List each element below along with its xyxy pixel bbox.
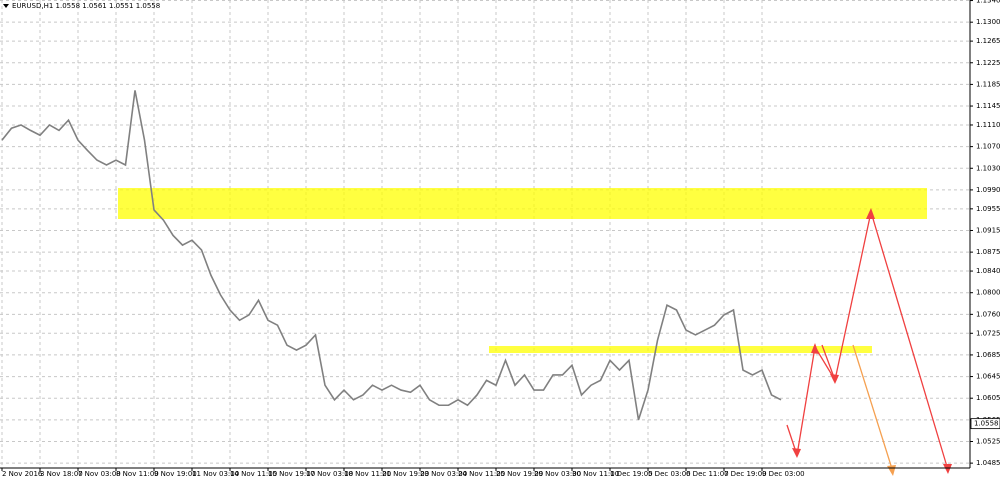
forecast-path-alt [852,344,894,473]
x-tick-label: 29 Nov 03:00 [534,470,581,478]
x-tick-label: 2 Nov 2016 [2,470,43,478]
y-tick-label: 1.1145 [976,102,1000,110]
x-tick-label: 6 Dec 11:00 [686,470,729,478]
y-tick-label: 1.0645 [976,373,1000,381]
forecast-arrows [786,211,949,473]
y-tick-label: 1.0990 [976,186,1000,194]
y-tick-label: 1.1185 [976,80,1000,88]
x-tick-label: 5 Dec 03:00 [648,470,691,478]
last-price-label: 1.0558 [974,420,999,428]
y-tick-label: 1.1340 [976,0,1000,5]
x-tick-label: 21 Nov 19:00 [382,470,429,478]
x-tick-label: 23 Nov 03:00 [420,470,467,478]
y-tick-label: 1.0725 [976,329,1000,337]
x-tick-label: 18 Nov 11:00 [344,470,391,478]
arrowheads [792,208,952,476]
x-tick-label: 25 Nov 19:00 [496,470,543,478]
y-tick-label: 1.0800 [976,289,1000,297]
y-tick-label: 1.1265 [976,37,1000,45]
forecast-path [821,344,836,381]
arrowhead [792,448,801,458]
y-tick-label: 1.0760 [976,310,1000,318]
y-tick-label: 1.1225 [976,59,1000,67]
plot [1,90,782,421]
y-tick-label: 1.1070 [976,143,1000,151]
x-tick-label: 30 Nov 11:00 [572,470,619,478]
y-tick-label: 1.1300 [976,18,1000,26]
grid [0,0,970,468]
x-tick-label: 8 Nov 11:00 [116,470,159,478]
x-tick-label: 9 Nov 19:00 [154,470,197,478]
last-price-box [970,418,1000,430]
y-tick-label: 1.0605 [976,394,1000,402]
arrowhead [887,465,896,476]
x-tick-label: 1 Dec 19:00 [610,470,653,478]
y-tick-label: 1.0875 [976,248,1000,256]
x-tick-label: 14 Nov 11:00 [230,470,277,478]
y-tick-label: 1.0525 [976,437,1000,445]
x-tick-label: 15 Nov 19:00 [268,470,315,478]
x-tick-label: 9 Dec 03:00 [762,470,805,478]
arrowhead [830,374,839,384]
chart-title: EURUSD,H1 1.0558 1.0561 1.0551 1.0558 [12,2,160,10]
price-line [1,90,782,421]
x-tick-label: 24 Nov 11:00 [458,470,505,478]
y-tick-label: 1.1110 [976,121,1000,129]
x-tick-label: 3 Nov 18:00 [40,470,83,478]
y-tick-label: 1.0915 [976,226,1000,234]
forecast-path [786,211,949,471]
arrowhead [866,208,875,219]
support-zone [118,188,927,219]
x-tick-label: 11 Nov 03:00 [192,470,239,478]
menu-triangle [3,4,9,8]
x-tick-label: 17 Nov 03:00 [306,470,353,478]
y-tick-label: 1.0485 [976,459,1000,467]
y-tick-label: 1.0685 [976,351,1000,359]
arrowhead [811,343,819,354]
y-tick-label: 1.1030 [976,164,1000,172]
y-tick-label: 1.0840 [976,267,1000,275]
x-tick-label: 7 Nov 03:00 [78,470,121,478]
resistance-zone [489,346,872,353]
y-tick-label: 1.0955 [976,205,1000,213]
x-tick-label: 7 Dec 19:00 [724,470,767,478]
arrowhead [943,464,952,474]
